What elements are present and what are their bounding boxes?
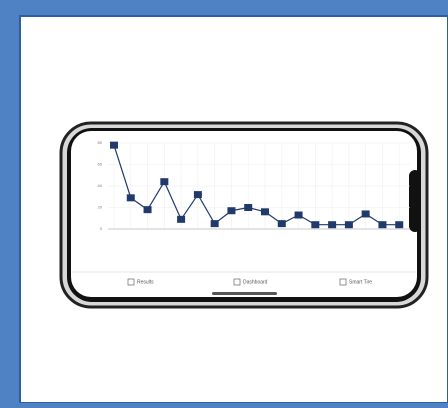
- nav-item[interactable]: Dashboard: [243, 279, 268, 285]
- data-point: [110, 141, 118, 149]
- data-point: [126, 194, 135, 202]
- data-point: [328, 221, 337, 229]
- data-point: [244, 204, 253, 211]
- y-tick-label: 20: [98, 205, 103, 210]
- data-point: [294, 211, 303, 219]
- y-tick-label: 80: [98, 140, 103, 145]
- y-tick-label: 0: [100, 226, 103, 231]
- data-point: [361, 210, 370, 218]
- y-tick-label: 40: [98, 183, 103, 188]
- data-point: [227, 207, 236, 215]
- data-point: [210, 220, 219, 228]
- data-point: [395, 221, 404, 229]
- data-point: [261, 208, 269, 216]
- data-point: [177, 215, 186, 223]
- data-point: [311, 221, 320, 229]
- notch: [409, 170, 421, 232]
- data-point: [193, 191, 202, 199]
- nav-icon: [339, 278, 347, 286]
- data-point: [344, 221, 353, 229]
- nav-icon: [233, 278, 241, 286]
- nav-item[interactable]: Results: [137, 279, 154, 285]
- data-point: [277, 220, 286, 228]
- nav-icon: [127, 278, 135, 286]
- data-point: [160, 178, 169, 186]
- y-tick-label: 60: [98, 162, 103, 167]
- data-point: [143, 206, 152, 214]
- nav-item[interactable]: Smart Tire: [349, 279, 372, 285]
- phone-screen: [71, 131, 417, 297]
- data-point: [378, 221, 387, 229]
- home-indicator: [212, 292, 277, 295]
